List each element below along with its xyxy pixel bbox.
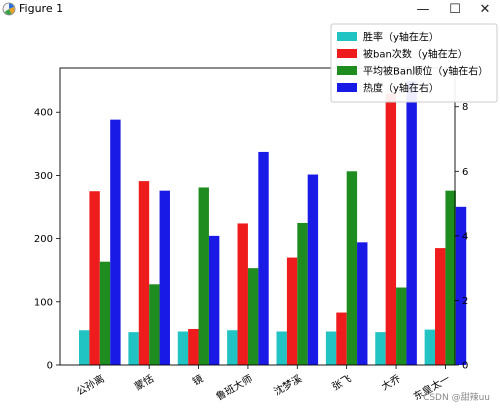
bar-2-6 <box>336 312 347 365</box>
left-tick-label: 300 <box>34 171 53 182</box>
legend <box>330 23 498 103</box>
right-tick-label: 8 <box>462 102 468 113</box>
right-tick-label: 0 <box>462 361 468 372</box>
bar-3-2 <box>149 284 160 365</box>
bar-4-6 <box>357 242 368 365</box>
legend-swatch-1 <box>337 32 357 41</box>
legend-swatch-3 <box>337 66 357 75</box>
bar-1-8 <box>424 329 436 365</box>
legend-swatch-4 <box>337 83 357 92</box>
x-tick-label: 公孙离 <box>74 372 106 398</box>
legend-label-4: 热度（y轴在右） <box>363 82 439 95</box>
bar-3-3 <box>198 187 209 365</box>
bar-2-2 <box>138 181 150 365</box>
bar-2-4 <box>237 223 248 365</box>
bar-4-1 <box>110 119 121 366</box>
bar-2-5 <box>286 257 298 365</box>
bar-1-7 <box>375 332 386 365</box>
bar-1-5 <box>276 331 287 365</box>
x-tick-label: 鲁班大师 <box>213 372 254 403</box>
bar-1-6 <box>325 331 337 365</box>
bar-2-3 <box>188 328 199 365</box>
bar-3-1 <box>99 261 111 365</box>
bar-4-7 <box>406 80 417 365</box>
bar-2-8 <box>435 248 446 365</box>
maximize-button[interactable]: ☐ <box>449 1 461 17</box>
x-tick-label: 镜 <box>190 372 205 388</box>
close-button[interactable]: ✕ <box>479 1 491 17</box>
bar-2-1 <box>89 191 100 365</box>
bar-4-4 <box>258 151 269 365</box>
bar-4-3 <box>208 235 220 365</box>
bar-3-8 <box>445 190 456 365</box>
minimize-button[interactable]: — <box>416 1 430 17</box>
bar-3-7 <box>396 287 407 365</box>
plot-frame <box>59 67 456 366</box>
bar-4-5 <box>307 174 319 365</box>
watermark: CSDN @甜辣uu <box>423 393 490 403</box>
bar-2-7 <box>385 93 397 365</box>
bar-1-2 <box>128 332 139 365</box>
right-tick-label: 6 <box>462 167 468 178</box>
x-tick-label: 蒙恬 <box>132 372 156 393</box>
bar-3-4 <box>247 268 259 365</box>
x-tick-label: 沈梦溪 <box>272 372 304 398</box>
bar-1-1 <box>79 330 90 365</box>
legend-label-2: 被ban次数（y轴在左） <box>363 48 468 61</box>
left-tick-label: 100 <box>34 297 53 308</box>
bar-chart: 公孙离 蒙恬镜鲁班大师 沈梦溪 张飞 大乔 东皇太一010020030040002468胜… <box>34 23 498 403</box>
bar-4-8 <box>455 206 467 365</box>
x-tick-label: 张飞 <box>330 373 353 393</box>
right-tick-label: 2 <box>462 296 468 307</box>
left-tick-label: 200 <box>34 234 53 245</box>
bar-3-6 <box>346 171 358 365</box>
legend-label-3: 平均被Ban顺位（y轴在右） <box>363 65 488 78</box>
legend-label-1: 胜率（y轴在左） <box>363 31 439 44</box>
left-tick-label: 400 <box>34 108 53 119</box>
x-tick-label: 大乔 <box>379 372 403 393</box>
legend-swatch-2 <box>337 49 357 58</box>
window-title: Figure 1 <box>19 2 64 15</box>
bar-4-2 <box>159 190 170 365</box>
window-titlebar: Figure 1 — ☐ ✕ <box>0 0 500 18</box>
left-tick-label: 0 <box>47 361 53 372</box>
bar-3-5 <box>297 222 308 365</box>
right-tick-label: 4 <box>462 231 468 242</box>
matplotlib-figure-icon <box>2 2 16 16</box>
bar-1-4 <box>227 330 238 365</box>
bar-1-3 <box>177 331 189 365</box>
